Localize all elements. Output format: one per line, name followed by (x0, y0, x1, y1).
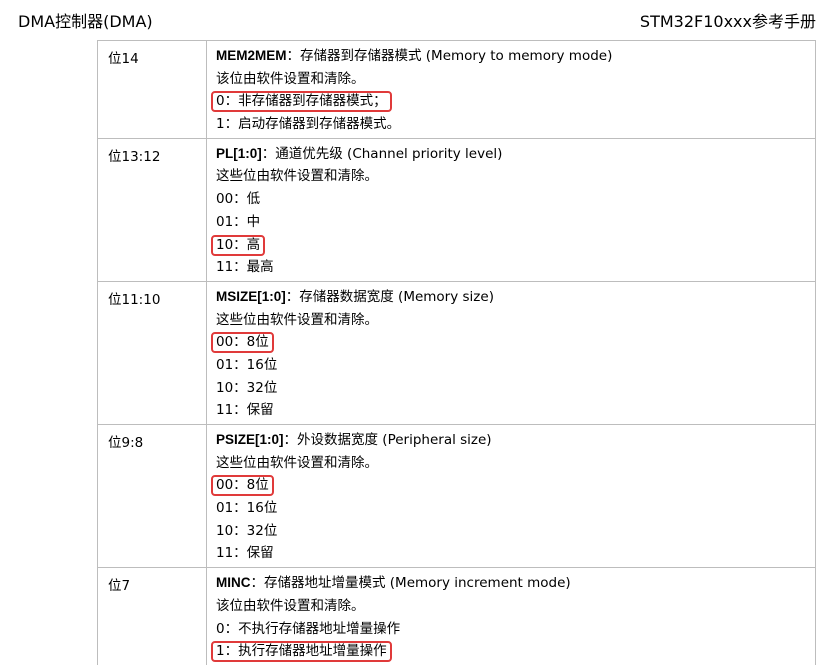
highlighted-option: 00：8位 (211, 475, 274, 497)
description-line: 10：高 (211, 234, 815, 257)
table-row-bit13-12: 位13:12 PL[1:0]：通道优先级 (Channel priority l… (97, 137, 816, 282)
field-title-rest: ：存储器到存储器模式 (Memory to memory mode) (286, 48, 613, 64)
description-line: 0：不执行存储器地址增量操作 (216, 620, 401, 637)
bit-label: 位13:12 (97, 137, 207, 282)
description-line: 这些位由软件设置和清除。 (216, 168, 378, 185)
field-title: MEM2MEM：存储器到存储器模式 (Memory to memory mode… (216, 45, 815, 68)
description-line: 00：8位 (211, 331, 815, 354)
field-name: PL[1:0] (216, 145, 262, 161)
field-title: PL[1:0]：通道优先级 (Channel priority level) (216, 143, 815, 166)
description-line: 11：最高 (216, 259, 274, 276)
bit-description: MEM2MEM：存储器到存储器模式 (Memory to memory mode… (206, 40, 816, 139)
table-row-bit7: 位7 MINC：存储器地址增量模式 (Memory increment mode… (97, 567, 816, 665)
description-line: 00：低 (216, 191, 261, 208)
highlighted-option: 0：非存储器到存储器模式； (211, 91, 392, 113)
description-line: 1：启动存储器到存储器模式。 (216, 116, 401, 133)
description-line: 01：16位 (216, 356, 278, 373)
header-manual-title: STM32F10xxx参考手册 (639, 12, 816, 31)
register-bit-table: 位14 MEM2MEM：存储器到存储器模式 (Memory to memory … (97, 40, 816, 665)
description-line: 01：中 (216, 213, 261, 230)
header-chapter-title: DMA控制器(DMA) (18, 12, 153, 31)
field-name: MSIZE[1:0] (216, 288, 286, 304)
description-line: 11：保留 (216, 402, 274, 419)
description-line: 00：8位 (211, 474, 815, 497)
description-line: 10：32位 (216, 379, 278, 396)
bit-description: PL[1:0]：通道优先级 (Channel priority level) 这… (206, 137, 816, 282)
description-line: 1：执行存储器地址增量操作 (211, 640, 815, 663)
bit-label: 位9:8 (97, 423, 207, 569)
field-name: MINC (216, 575, 251, 591)
bit-description: MSIZE[1:0]：存储器数据宽度 (Memory size) 这些位由软件设… (206, 280, 816, 426)
bit-label: 位11:10 (97, 280, 207, 426)
description-line: 这些位由软件设置和清除。 (216, 454, 378, 471)
field-title: MINC：存储器地址增量模式 (Memory increment mode) (216, 572, 815, 595)
description-line: 11：保留 (216, 545, 274, 562)
description-line: 10：32位 (216, 522, 278, 539)
field-title-rest: ：外设数据宽度 (Peripheral size) (283, 432, 492, 448)
description-line: 这些位由软件设置和清除。 (216, 311, 378, 328)
highlighted-option: 00：8位 (211, 332, 274, 354)
bit-description: PSIZE[1:0]：外设数据宽度 (Peripheral size) 这些位由… (206, 423, 816, 569)
field-title-rest: ：存储器地址增量模式 (Memory increment mode) (250, 575, 571, 592)
table-row-bit14: 位14 MEM2MEM：存储器到存储器模式 (Memory to memory … (97, 40, 816, 139)
description-line: 该位由软件设置和清除。 (216, 70, 365, 87)
field-title-rest: ：通道优先级 (Channel priority level) (261, 145, 503, 162)
field-title: MSIZE[1:0]：存储器数据宽度 (Memory size) (216, 286, 815, 309)
field-name: MEM2MEM (216, 48, 287, 63)
bit-label: 位7 (97, 567, 207, 665)
field-name: PSIZE[1:0] (216, 432, 284, 447)
highlighted-option: 10：高 (211, 234, 266, 256)
bit-description: MINC：存储器地址增量模式 (Memory increment mode) 该… (206, 567, 816, 665)
description-line: 01：16位 (216, 500, 278, 517)
field-title: PSIZE[1:0]：外设数据宽度 (Peripheral size) (216, 429, 815, 452)
description-line: 0：非存储器到存储器模式； (211, 90, 815, 113)
highlighted-option: 1：执行存储器地址增量操作 (211, 641, 392, 663)
description-line: 该位由软件设置和清除。 (216, 597, 365, 614)
table-row-bit9-8: 位9:8 PSIZE[1:0]：外设数据宽度 (Peripheral size)… (97, 423, 816, 569)
table-row-bit11-10: 位11:10 MSIZE[1:0]：存储器数据宽度 (Memory size) … (97, 280, 816, 426)
bit-label: 位14 (97, 40, 207, 139)
field-title-rest: ：存储器数据宽度 (Memory size) (285, 288, 494, 305)
